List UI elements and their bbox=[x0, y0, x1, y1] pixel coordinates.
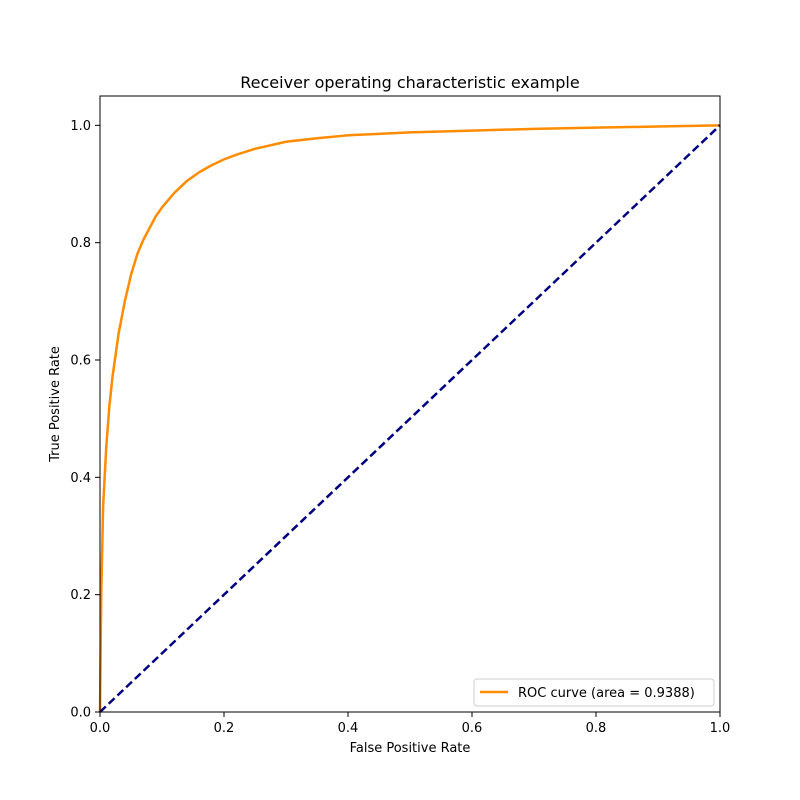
legend-box bbox=[473, 678, 715, 707]
legend-entry-roc-curve: ROC curve (area = 0.9388) bbox=[518, 686, 695, 701]
y-tick-label: 0.4 bbox=[70, 471, 91, 486]
x-axis-label: False Positive Rate bbox=[350, 741, 471, 756]
y-tick-label: 0.0 bbox=[70, 706, 91, 721]
plot-area bbox=[98, 95, 721, 713]
y-axis-label: True Positive Rate bbox=[48, 346, 63, 463]
x-tick-label: 0.4 bbox=[338, 721, 359, 736]
x-axis: 0.0 0.2 0.4 0.6 0.8 1.0 bbox=[90, 712, 731, 736]
y-tick-label: 0.6 bbox=[70, 354, 91, 369]
series-layer bbox=[98, 124, 721, 713]
x-tick-label: 1.0 bbox=[710, 721, 731, 736]
series-line-roc-curve bbox=[98, 124, 721, 713]
x-tick-label: 0.6 bbox=[462, 721, 483, 736]
y-tick-label: 1.0 bbox=[70, 119, 91, 134]
legend: ROC curve (area = 0.9388) bbox=[473, 678, 715, 707]
plot-frame bbox=[99, 95, 721, 713]
plot-background bbox=[100, 96, 720, 712]
y-tick-label: 0.8 bbox=[70, 236, 91, 251]
chart-title: Receiver operating characteristic exampl… bbox=[240, 73, 579, 92]
x-tick-label: 0.2 bbox=[214, 721, 235, 736]
y-axis: 0.0 0.2 0.4 0.6 0.8 1.0 bbox=[70, 119, 100, 721]
x-tick-label: 0.0 bbox=[90, 721, 111, 736]
series-line-chance bbox=[99, 124, 721, 713]
x-tick-label: 0.8 bbox=[586, 721, 607, 736]
y-tick-label: 0.2 bbox=[70, 588, 91, 603]
